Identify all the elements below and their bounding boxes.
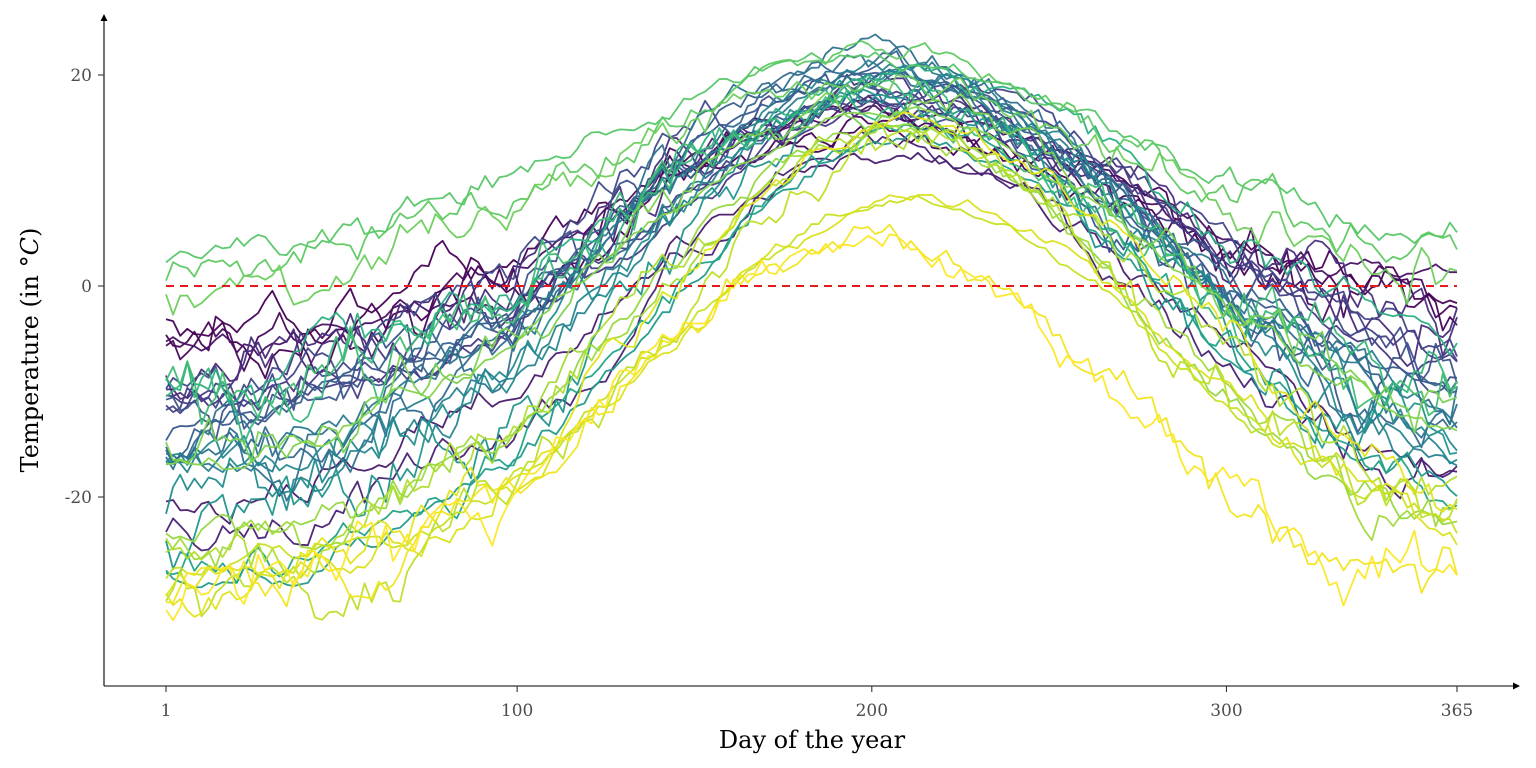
series-line [165,105,1458,470]
x-ticks: 1 100 200 300 365 [161,686,1473,721]
series-line [165,125,1458,579]
y-tick-label: 0 [81,277,92,297]
x-tick-label: 300 [1210,701,1242,721]
series-line [165,223,1458,608]
y-tick-label: 20 [70,66,92,86]
series-line [165,80,1458,415]
y-ticks: 20 0 -20 [65,66,104,508]
series-line [165,131,1458,589]
x-tick-label: 1 [161,701,172,721]
y-axis-title-unit: °C [16,237,44,267]
series-line [165,233,1458,622]
series-line [165,79,1458,570]
y-axis-arrow [100,14,108,21]
series-line [165,130,1458,552]
series-layer [165,33,1458,622]
series-line [165,59,1458,496]
x-axis-title: Day of the year [719,726,906,754]
x-axis-arrow [1513,682,1520,690]
series-line [165,63,1458,409]
y-axis-title-close: ) [16,228,44,237]
series-line [165,116,1458,340]
series-line [165,51,1458,264]
series-line [165,73,1458,316]
x-tick-label: 100 [501,701,533,721]
y-tick-label: -20 [65,488,92,508]
series-line [165,40,1458,282]
series-line [165,151,1458,525]
x-tick-label: 365 [1441,701,1473,721]
series-line [165,111,1458,618]
series-line [165,77,1458,425]
x-tick-label: 200 [856,701,888,721]
y-axis-title-text: Temperature (in [16,267,44,472]
series-line [165,33,1458,473]
y-axis-title: Temperature (in °C) [16,228,44,473]
series-line [165,80,1458,445]
